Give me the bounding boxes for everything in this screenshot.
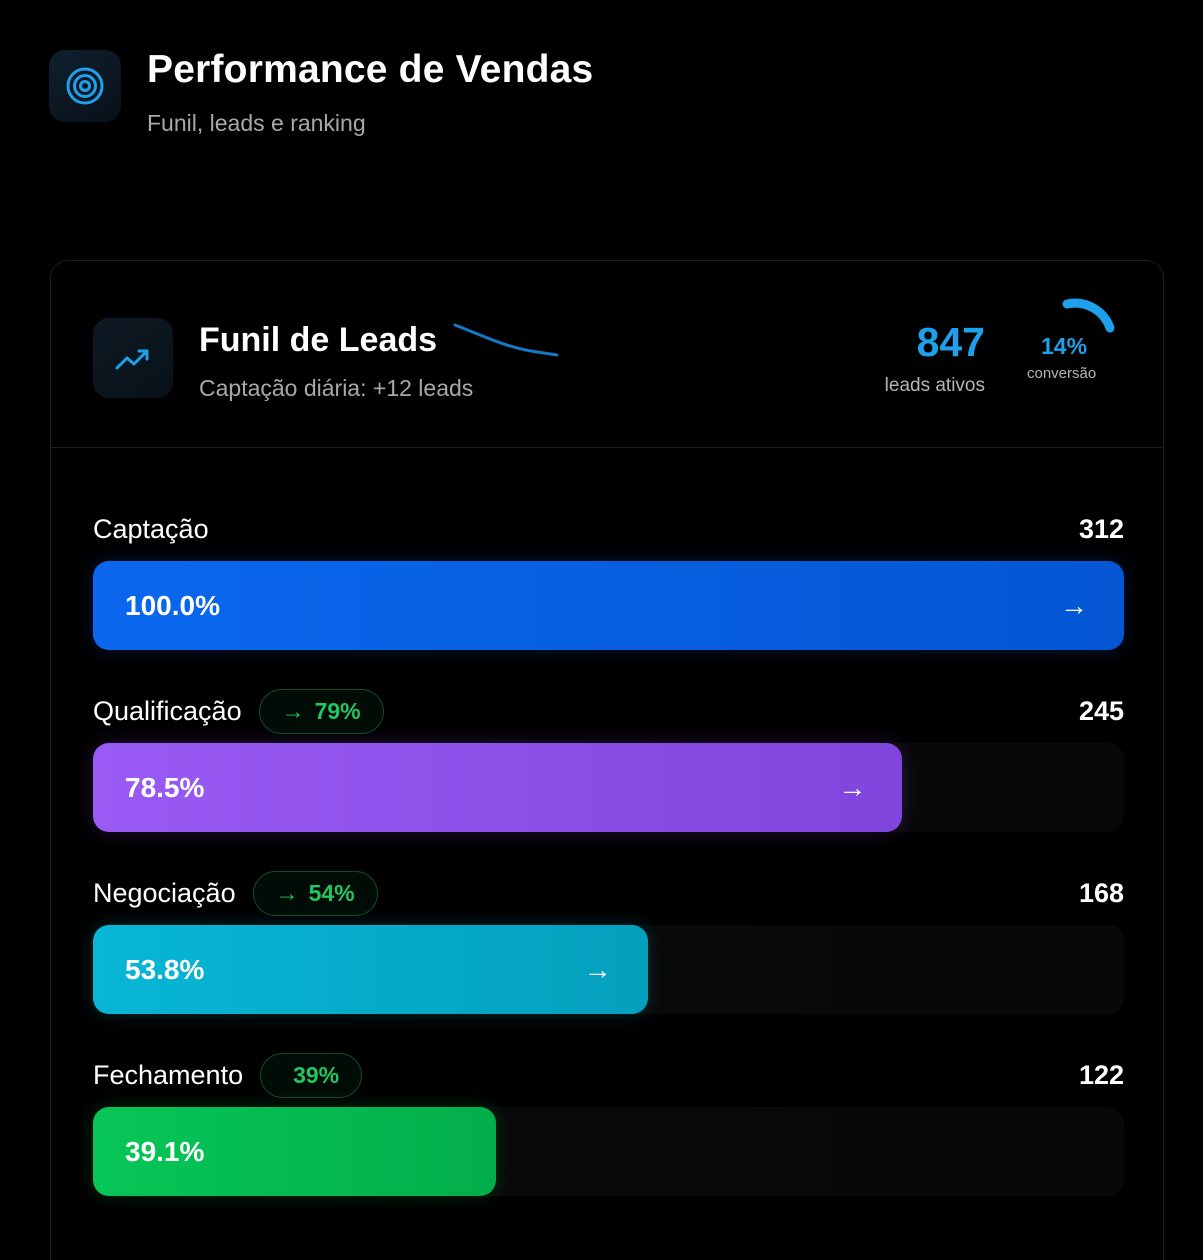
stage-count: 312 <box>1078 514 1124 544</box>
stage-track: 100.0% → <box>93 561 1124 650</box>
stage-header: Qualificação → 79% 245 <box>93 683 1124 739</box>
arrow-right-icon: → <box>281 697 305 724</box>
stage-bar: 39.1% <box>93 1107 497 1196</box>
arrow-right-icon: → <box>275 879 299 906</box>
funnel-card: Funil de Leads Captação diária: +12 lead… <box>50 260 1164 1260</box>
stage-name: Qualificação <box>93 695 242 726</box>
stage-bar: 53.8% → <box>93 925 648 1014</box>
card-subtitle: Captação diária: +12 leads <box>199 375 474 401</box>
page-subtitle: Funil, leads e ranking <box>147 110 366 136</box>
trending-up-icon <box>93 318 173 398</box>
arrow-right-icon: → <box>1060 589 1088 621</box>
funnel-stage: Qualificação → 79% 245 78.5% → <box>93 683 1124 865</box>
card-header: Funil de Leads Captação diária: +12 lead… <box>51 261 1163 448</box>
arrow-right-icon: → <box>583 953 612 985</box>
stage-name: Captação <box>93 513 209 544</box>
stage-name: Fechamento <box>93 1059 244 1090</box>
sparkline-chart <box>453 323 559 357</box>
page-header: Performance de Vendas Funil, leads e ran… <box>49 50 593 137</box>
stage-header: Captação 312 <box>93 501 1124 557</box>
active-leads-value: 847 <box>916 319 985 365</box>
conversion-badge-value: 39% <box>293 1061 340 1088</box>
conversion-badge: 39% <box>260 1052 363 1098</box>
stage-count: 168 <box>1078 878 1124 908</box>
conversion-badge-value: 54% <box>308 879 355 906</box>
conversion-gauge <box>1062 298 1115 333</box>
stage-percentage: 39.1% <box>125 1135 205 1167</box>
arrow-right-icon: → <box>838 771 867 803</box>
stage-bar: 100.0% → <box>93 561 1124 650</box>
funnel-stage: Negociação → 54% 168 53.8% → <box>93 865 1124 1047</box>
target-icon <box>49 50 121 122</box>
stage-percentage: 100.0% <box>125 589 220 621</box>
conversion-badge: → 54% <box>252 870 378 916</box>
stage-count: 245 <box>1078 696 1124 726</box>
stage-header: Negociação → 54% 168 <box>93 865 1124 921</box>
active-leads-label: leads ativos <box>884 375 985 396</box>
stage-bar: 78.5% → <box>93 743 903 832</box>
conversion-label: conversão <box>1027 365 1097 382</box>
card-title: Funil de Leads <box>199 321 438 359</box>
stage-track: 39.1% <box>93 1107 1124 1196</box>
stage-header: Fechamento 39% 122 <box>93 1047 1124 1103</box>
stage-track: 78.5% → <box>93 743 1124 832</box>
conversion-badge-value: 79% <box>314 697 361 724</box>
conversion-value: 14% <box>1041 333 1088 359</box>
conversion-badge: → 79% <box>258 688 384 734</box>
stage-track: 53.8% → <box>93 925 1124 1014</box>
page-title: Performance de Vendas <box>147 48 594 91</box>
funnel-stage: Fechamento 39% 122 39.1% <box>93 1047 1124 1229</box>
stage-percentage: 53.8% <box>125 953 205 985</box>
funnel-stages: Captação 312 100.0% → Qualificação → 79% 245 78.… <box>93 501 1124 1229</box>
stage-count: 122 <box>1078 1060 1124 1090</box>
stage-percentage: 78.5% <box>125 771 205 803</box>
stage-name: Negociação <box>93 877 236 908</box>
funnel-stage: Captação 312 100.0% → <box>93 501 1124 683</box>
